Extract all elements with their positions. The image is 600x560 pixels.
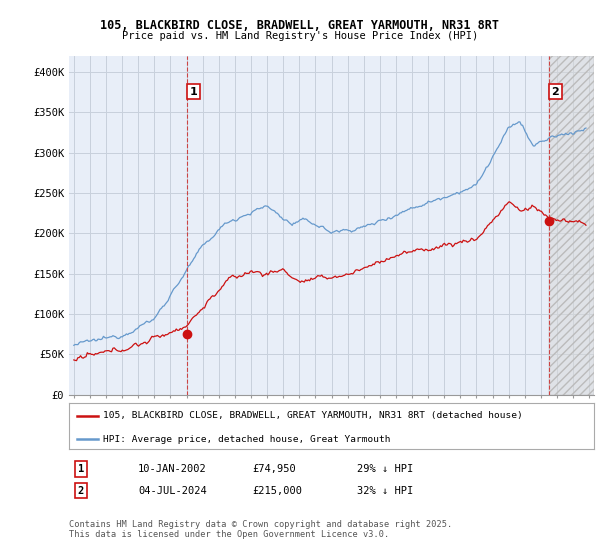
- Text: 2: 2: [78, 486, 84, 496]
- Text: £74,950: £74,950: [252, 464, 296, 474]
- Text: 105, BLACKBIRD CLOSE, BRADWELL, GREAT YARMOUTH, NR31 8RT (detached house): 105, BLACKBIRD CLOSE, BRADWELL, GREAT YA…: [103, 411, 523, 420]
- Text: 10-JAN-2002: 10-JAN-2002: [138, 464, 207, 474]
- Text: Price paid vs. HM Land Registry's House Price Index (HPI): Price paid vs. HM Land Registry's House …: [122, 31, 478, 41]
- Text: £215,000: £215,000: [252, 486, 302, 496]
- Text: 32% ↓ HPI: 32% ↓ HPI: [357, 486, 413, 496]
- Text: 29% ↓ HPI: 29% ↓ HPI: [357, 464, 413, 474]
- Text: Contains HM Land Registry data © Crown copyright and database right 2025.
This d: Contains HM Land Registry data © Crown c…: [69, 520, 452, 539]
- Text: 105, BLACKBIRD CLOSE, BRADWELL, GREAT YARMOUTH, NR31 8RT: 105, BLACKBIRD CLOSE, BRADWELL, GREAT YA…: [101, 19, 499, 32]
- Text: HPI: Average price, detached house, Great Yarmouth: HPI: Average price, detached house, Grea…: [103, 435, 391, 444]
- Text: 1: 1: [190, 87, 197, 96]
- Text: 04-JUL-2024: 04-JUL-2024: [138, 486, 207, 496]
- Text: 1: 1: [78, 464, 84, 474]
- Text: 2: 2: [551, 87, 559, 96]
